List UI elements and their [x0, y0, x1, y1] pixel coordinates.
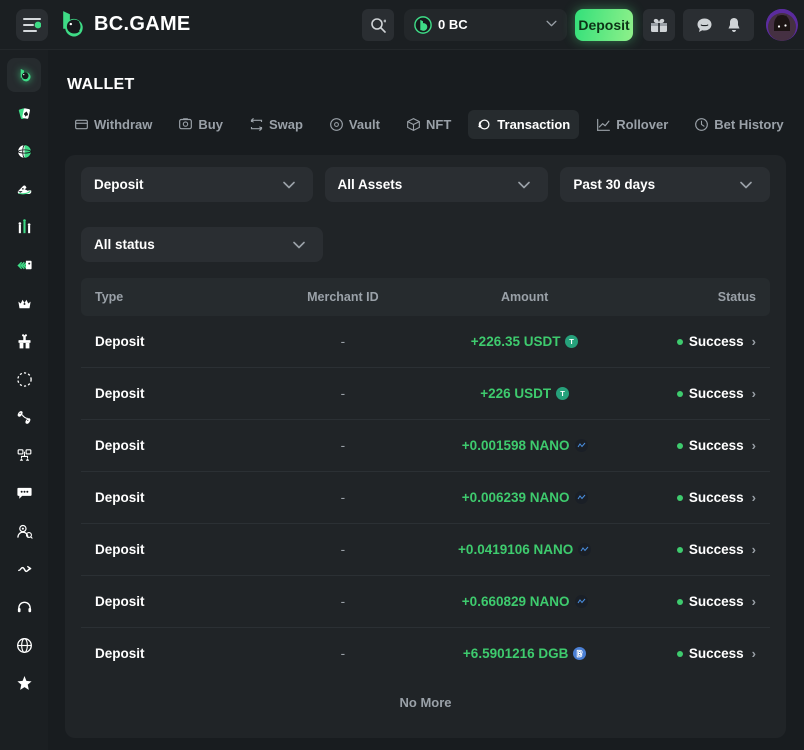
svg-text:T: T — [560, 389, 565, 398]
svg-text:T: T — [570, 337, 575, 346]
